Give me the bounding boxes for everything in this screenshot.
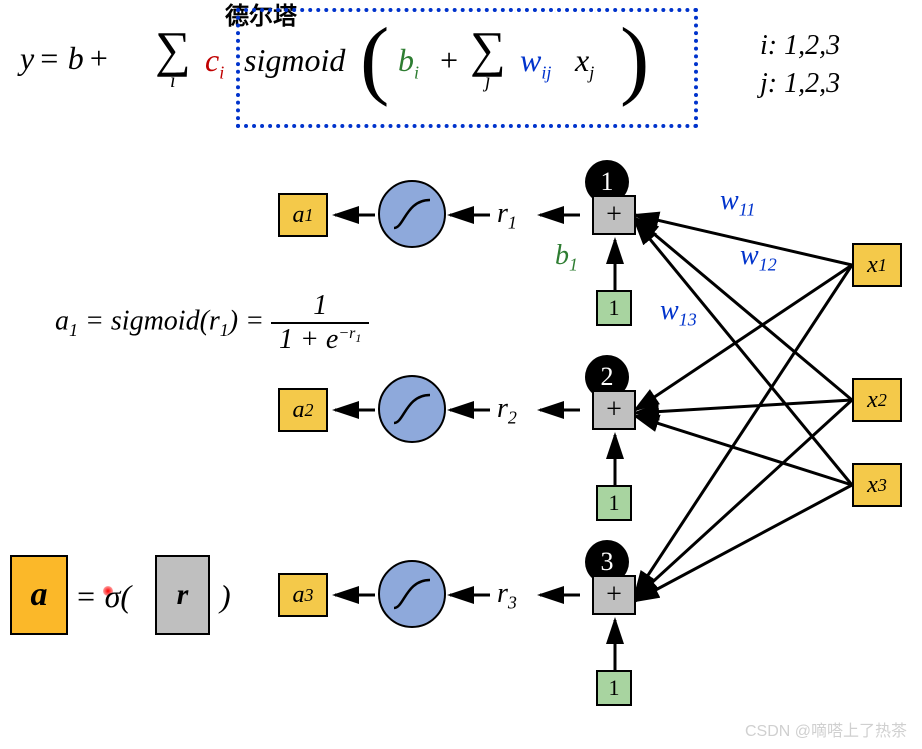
connections-svg — [0, 0, 922, 749]
sigmoid-circle-3 — [378, 560, 446, 628]
weight-w13: w13 — [660, 295, 697, 331]
r1-label: r1 — [497, 198, 517, 234]
sum-box-2: + — [592, 390, 636, 430]
sigmoid-equation: a1 = sigmoid(r1) = 1 1 + e−r1 — [55, 290, 369, 356]
weight-w11: w11 — [720, 185, 755, 221]
r2-label: r2 — [497, 393, 517, 429]
b1-label: b1 — [555, 240, 578, 276]
input-x3: x3 — [852, 463, 902, 507]
sigmoid-circle-1 — [378, 180, 446, 248]
vector-close: ) — [220, 578, 231, 615]
output-a3: a3 — [278, 573, 328, 617]
sigmoid-circle-2 — [378, 375, 446, 443]
input-x1: x1 — [852, 243, 902, 287]
vector-sigma: = σ( — [75, 578, 131, 615]
bias-box-1: 1 — [596, 290, 632, 326]
output-a1: a1 — [278, 193, 328, 237]
vector-r-box: r — [155, 555, 210, 635]
vector-a-box: a — [10, 555, 68, 635]
input-x2: x2 — [852, 378, 902, 422]
bias-box-3: 1 — [596, 670, 632, 706]
watermark: CSDN @嘀嗒上了热茶 — [745, 717, 907, 741]
sum-box-1: + — [592, 195, 636, 235]
weight-w12: w12 — [740, 240, 777, 276]
output-a2: a2 — [278, 388, 328, 432]
bias-box-2: 1 — [596, 485, 632, 521]
r3-label: r3 — [497, 578, 517, 614]
sum-box-3: + — [592, 575, 636, 615]
